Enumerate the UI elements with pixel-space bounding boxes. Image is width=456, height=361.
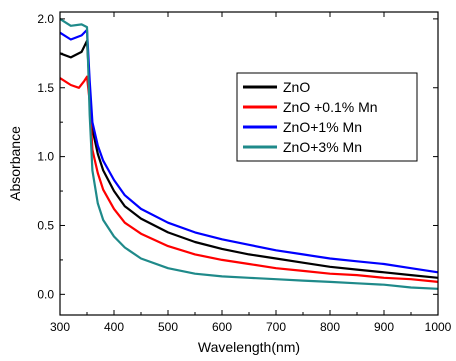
x-tick-label: 800 xyxy=(320,320,340,334)
legend-label-2: ZnO +0.1% Mn xyxy=(283,99,378,115)
x-tick-label: 300 xyxy=(50,320,70,334)
y-axis-title: Absorbance xyxy=(7,126,23,201)
series-line-4 xyxy=(59,17,439,290)
plot-frame xyxy=(59,11,439,316)
series-line-2 xyxy=(59,75,439,283)
legend-label-3: ZnO+1% Mn xyxy=(283,119,362,135)
y-tick-label: 0.5 xyxy=(37,218,54,232)
y-tick-label: 0.0 xyxy=(37,287,54,301)
x-tick-label: 700 xyxy=(266,320,286,334)
y-tick-label: 1.5 xyxy=(37,81,54,95)
y-tick-label: 2.0 xyxy=(37,12,54,26)
legend: ZnO ZnO +0.1% Mn ZnO+1% Mn ZnO+3% Mn xyxy=(236,72,418,162)
x-tick-label: 900 xyxy=(374,320,394,334)
x-tick-label: 400 xyxy=(104,320,124,334)
x-tick-label: 1000 xyxy=(425,320,452,334)
x-tick-label: 600 xyxy=(212,320,232,334)
y-tick-label: 1.0 xyxy=(37,150,54,164)
x-axis-title: Wavelength(nm) xyxy=(198,339,300,355)
series-layer xyxy=(59,17,439,290)
x-tick-label: 500 xyxy=(158,320,178,334)
ticks-layer: 300 400 500 600 700 800 900 1000 0.0 0.5 1.0 1.5 2.0 xyxy=(37,12,451,334)
legend-label-4: ZnO+3% Mn xyxy=(283,139,362,155)
legend-label-1: ZnO xyxy=(283,79,310,95)
